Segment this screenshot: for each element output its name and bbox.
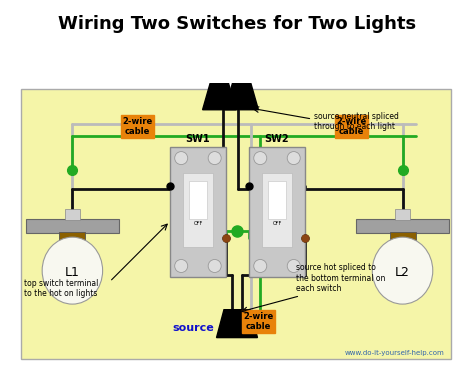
Text: SW2: SW2 <box>264 135 289 144</box>
Polygon shape <box>225 84 258 110</box>
Circle shape <box>254 152 267 164</box>
Text: L1: L1 <box>65 266 80 279</box>
Ellipse shape <box>42 237 102 304</box>
Text: 2-wire
cable: 2-wire cable <box>122 117 153 136</box>
Polygon shape <box>217 310 257 338</box>
Text: top switch terminal
to the hot on lights: top switch terminal to the hot on lights <box>24 279 99 298</box>
Circle shape <box>287 260 300 272</box>
Circle shape <box>175 152 188 164</box>
Text: OFF: OFF <box>193 221 202 226</box>
FancyBboxPatch shape <box>183 173 213 247</box>
Circle shape <box>254 260 267 272</box>
FancyBboxPatch shape <box>26 218 119 234</box>
FancyBboxPatch shape <box>268 181 286 218</box>
Text: SW1: SW1 <box>186 135 210 144</box>
FancyBboxPatch shape <box>59 231 85 245</box>
Ellipse shape <box>372 237 433 304</box>
Text: OFF: OFF <box>273 221 282 226</box>
Text: source hot spliced to
the bottom terminal on
each switch: source hot spliced to the bottom termina… <box>296 263 385 293</box>
Circle shape <box>287 152 300 164</box>
Circle shape <box>208 260 221 272</box>
FancyBboxPatch shape <box>249 147 305 277</box>
FancyBboxPatch shape <box>65 209 80 220</box>
Text: 2-wire
cable: 2-wire cable <box>336 117 366 136</box>
Text: L2: L2 <box>395 266 410 279</box>
FancyBboxPatch shape <box>21 89 451 359</box>
Polygon shape <box>202 84 236 110</box>
Circle shape <box>175 260 188 272</box>
FancyBboxPatch shape <box>189 181 207 218</box>
FancyBboxPatch shape <box>356 218 449 234</box>
FancyBboxPatch shape <box>262 173 292 247</box>
FancyBboxPatch shape <box>170 147 226 277</box>
Text: Wiring Two Switches for Two Lights: Wiring Two Switches for Two Lights <box>58 15 416 33</box>
Text: source neutral spliced
through to each light: source neutral spliced through to each l… <box>314 112 399 131</box>
Text: www.do-it-yourself-help.com: www.do-it-yourself-help.com <box>345 350 445 356</box>
FancyBboxPatch shape <box>395 209 410 220</box>
Circle shape <box>208 152 221 164</box>
FancyBboxPatch shape <box>390 231 416 245</box>
Text: 2-wire
cable: 2-wire cable <box>243 312 273 331</box>
Text: source: source <box>173 323 214 333</box>
